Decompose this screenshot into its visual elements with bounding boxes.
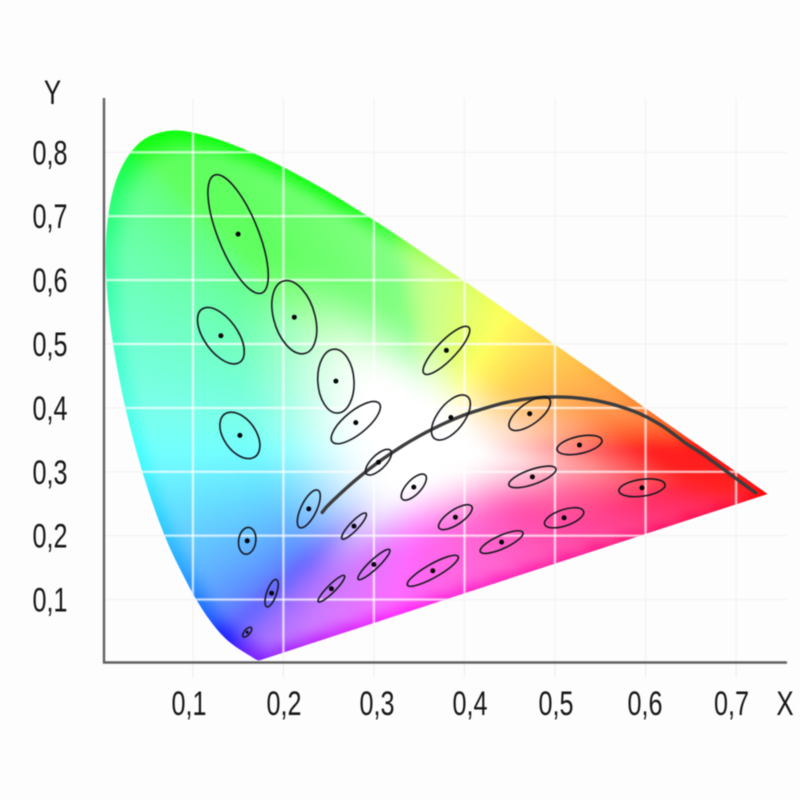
svg-text:0,2: 0,2: [267, 685, 302, 723]
svg-text:0,6: 0,6: [33, 263, 68, 301]
svg-text:0,7: 0,7: [33, 199, 68, 237]
svg-text:0,8: 0,8: [33, 135, 68, 173]
svg-text:0,1: 0,1: [33, 582, 68, 620]
svg-text:0,4: 0,4: [33, 390, 68, 428]
svg-text:0,6: 0,6: [628, 685, 663, 723]
svg-text:0,3: 0,3: [33, 454, 68, 492]
svg-text:0,5: 0,5: [33, 326, 68, 364]
svg-text:0,7: 0,7: [714, 685, 749, 723]
svg-text:0,3: 0,3: [360, 685, 395, 723]
svg-text:0,1: 0,1: [172, 685, 207, 723]
svg-text:0,5: 0,5: [539, 685, 574, 723]
svg-text:Y: Y: [44, 75, 61, 112]
svg-text:0,4: 0,4: [453, 685, 488, 723]
svg-text:0,2: 0,2: [33, 518, 68, 556]
svg-text:X: X: [776, 686, 793, 723]
